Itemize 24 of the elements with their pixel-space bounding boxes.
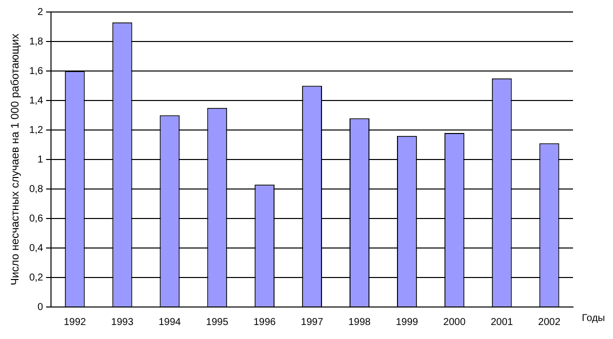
x-tick-label: 1997 — [300, 316, 324, 328]
x-tick-label: 1992 — [64, 316, 86, 328]
x-axis-title: Годы — [582, 313, 605, 324]
x-tick-label: 2000 — [443, 316, 466, 328]
y-tick-label: 1,6 — [29, 66, 44, 77]
x-tick-label: 2001 — [490, 316, 514, 328]
x-tick-label: 1999 — [396, 316, 418, 328]
x-tick-label: 1994 — [158, 316, 182, 328]
y-tick-label: 0,6 — [29, 213, 44, 224]
x-tick-label: 1998 — [348, 316, 372, 328]
y-axis-title: Число несчастных случаев на 1 000 работающих — [10, 33, 22, 286]
y-tick-label: 1,4 — [29, 95, 44, 106]
x-tick-label: 2002 — [538, 316, 561, 328]
y-tick-label: 0,2 — [29, 272, 44, 284]
y-tick-label: 0,4 — [29, 242, 44, 254]
y-tick-label: 1,2 — [29, 124, 44, 136]
y-tick-label: 0,8 — [29, 184, 44, 195]
y-tick-label: 1 — [38, 154, 44, 166]
x-tick-label: 1996 — [253, 316, 276, 328]
y-tick-label: 1,8 — [29, 36, 44, 48]
y-tick-label: 2 — [38, 6, 44, 18]
y-tick-label: 0 — [38, 302, 44, 313]
x-tick-label: 1993 — [111, 316, 134, 328]
x-tick-label: 1995 — [206, 316, 229, 328]
